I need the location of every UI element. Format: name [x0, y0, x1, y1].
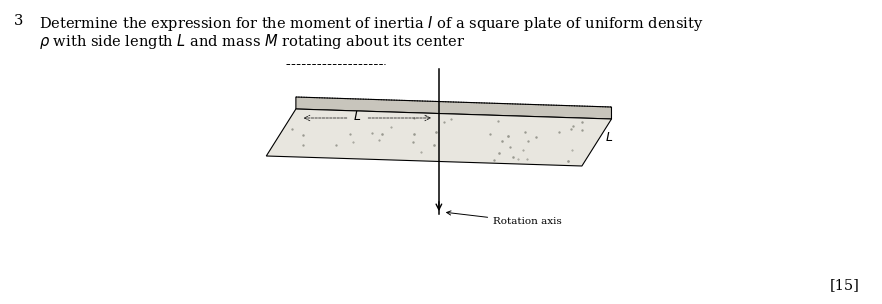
Text: $L$: $L$ [354, 109, 362, 123]
Polygon shape [295, 97, 611, 119]
Text: Rotation axis: Rotation axis [446, 211, 562, 226]
Polygon shape [266, 109, 611, 166]
Text: $L$: $L$ [605, 131, 614, 144]
Text: 3: 3 [14, 14, 23, 28]
Text: Determine the expression for the moment of inertia $I$ of a square plate of unif: Determine the expression for the moment … [40, 14, 704, 33]
Text: $\rho$ with side length $L$ and mass $M$ rotating about its center: $\rho$ with side length $L$ and mass $M$… [40, 32, 466, 51]
Text: [15]: [15] [830, 278, 860, 292]
